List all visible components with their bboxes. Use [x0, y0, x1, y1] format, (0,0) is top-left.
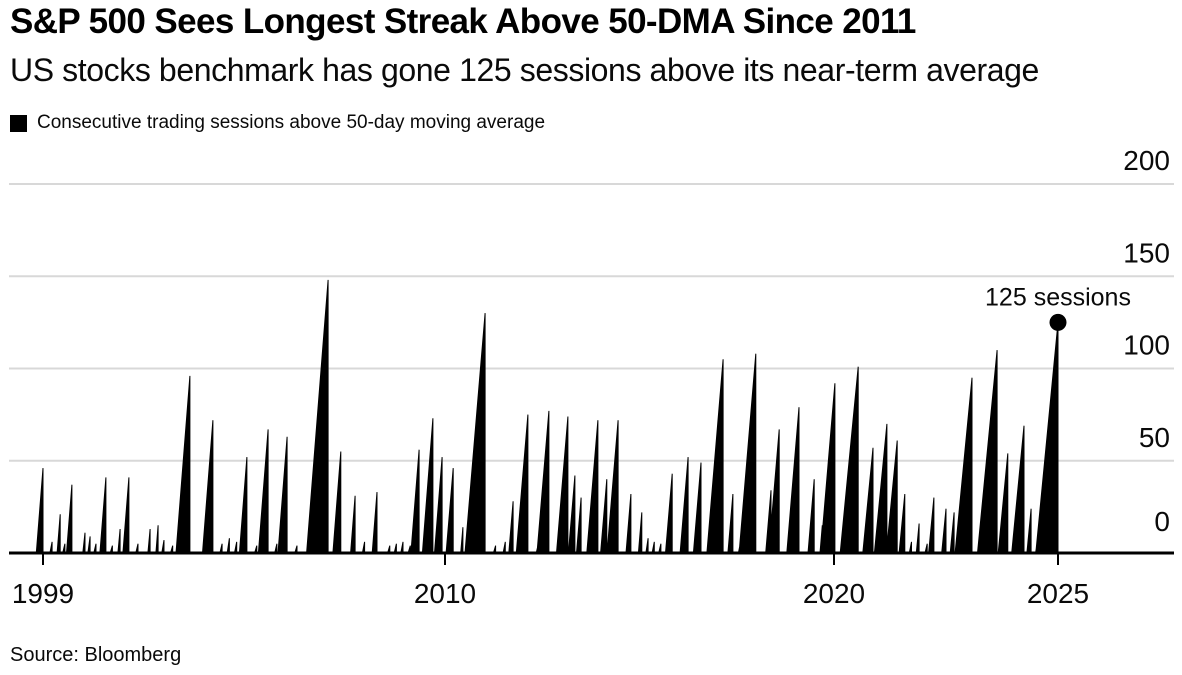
chart-legend: Consecutive trading sessions above 50-da…	[10, 112, 545, 134]
y-tick-label-150: 150	[1123, 237, 1170, 268]
y-tick-label-50: 50	[1139, 422, 1170, 453]
chart-subtitle: US stocks benchmark has gone 125 session…	[10, 52, 1039, 88]
legend-swatch-icon	[10, 114, 27, 132]
source-attribution: Source: Bloomberg	[10, 644, 182, 666]
y-tick-label-200: 200	[1123, 145, 1170, 176]
x-tick-label-2010: 2010	[414, 578, 476, 609]
chart-title: S&P 500 Sees Longest Streak Above 50-DMA…	[10, 2, 916, 41]
x-tick-label-2020: 2020	[803, 578, 865, 609]
x-tick-label-2025: 2025	[1027, 578, 1089, 609]
x-tick-label-1999: 1999	[12, 578, 74, 609]
y-tick-label-0: 0	[1154, 506, 1170, 537]
y-tick-label-100: 100	[1123, 330, 1170, 361]
legend-label: Consecutive trading sessions above 50-da…	[37, 112, 546, 133]
annotation-dot	[1049, 313, 1067, 331]
streaks-area-series	[35, 279, 1059, 554]
annotation-label: 125 sessions	[985, 283, 1131, 311]
